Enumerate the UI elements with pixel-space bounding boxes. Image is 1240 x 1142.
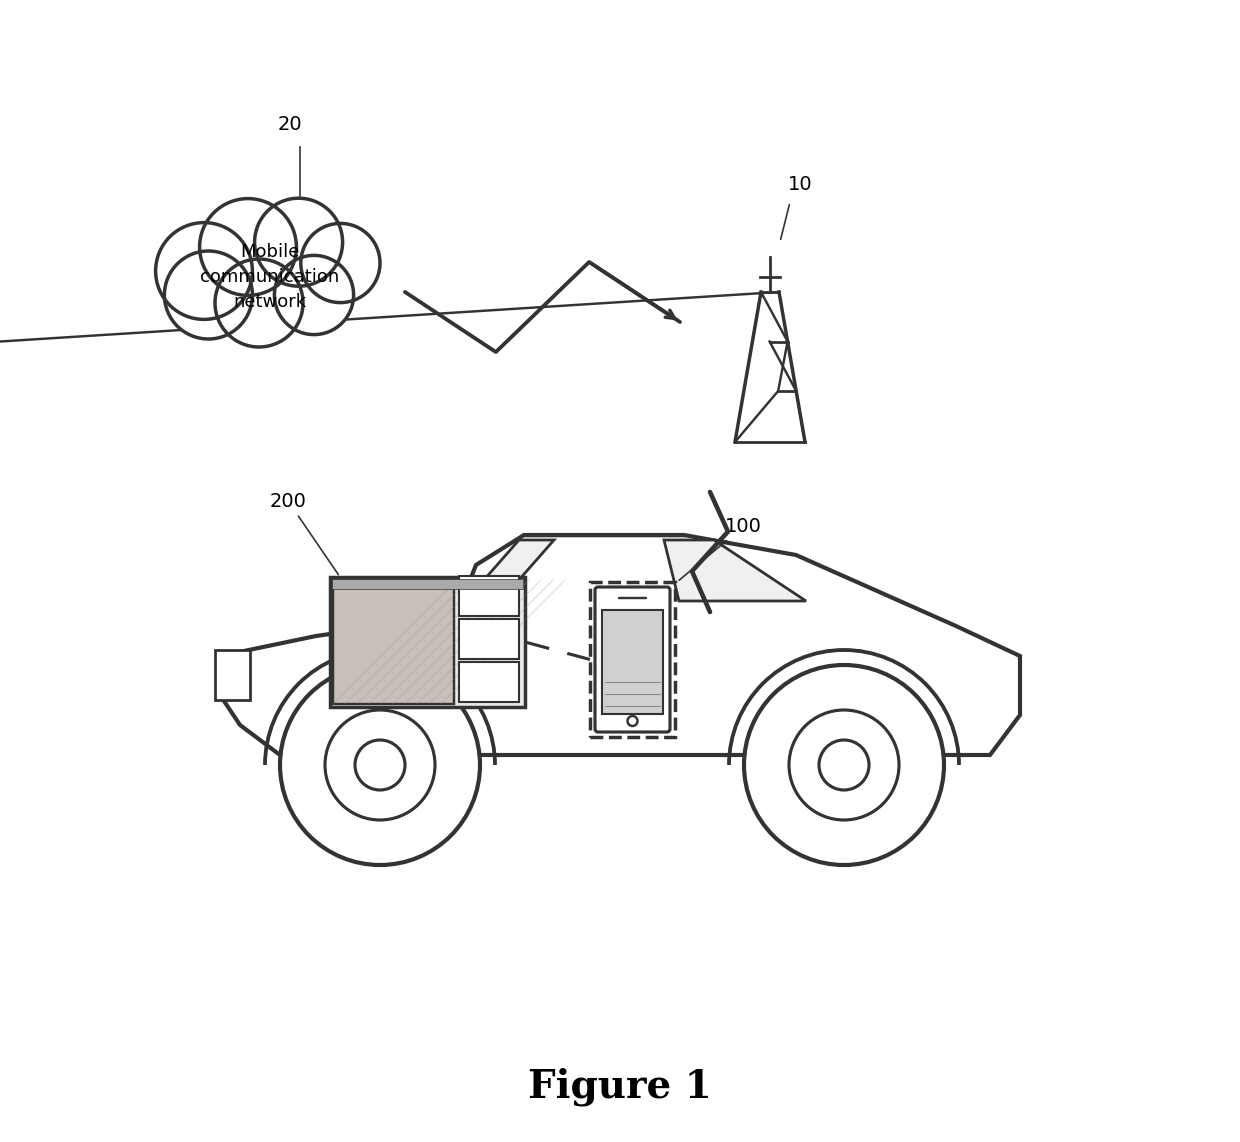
FancyBboxPatch shape — [459, 619, 520, 659]
Circle shape — [254, 199, 342, 287]
Circle shape — [215, 259, 303, 347]
Circle shape — [627, 716, 637, 726]
Circle shape — [301, 224, 379, 303]
Circle shape — [155, 223, 253, 320]
Circle shape — [274, 256, 353, 335]
Circle shape — [280, 665, 480, 864]
FancyBboxPatch shape — [334, 580, 454, 703]
Text: Mobile
communication
network: Mobile communication network — [201, 243, 340, 311]
FancyBboxPatch shape — [459, 662, 520, 702]
Polygon shape — [663, 540, 806, 601]
FancyBboxPatch shape — [459, 576, 520, 616]
Text: 20: 20 — [278, 115, 303, 134]
FancyBboxPatch shape — [332, 579, 523, 589]
FancyBboxPatch shape — [601, 610, 663, 714]
Circle shape — [165, 251, 253, 339]
Circle shape — [789, 710, 899, 820]
Circle shape — [355, 740, 405, 790]
Text: 10: 10 — [787, 175, 812, 194]
Text: 200: 200 — [270, 492, 339, 574]
Circle shape — [818, 740, 869, 790]
FancyBboxPatch shape — [330, 577, 525, 707]
Text: 100: 100 — [680, 517, 761, 580]
FancyBboxPatch shape — [215, 650, 250, 700]
FancyBboxPatch shape — [595, 587, 670, 732]
Circle shape — [200, 199, 296, 296]
Polygon shape — [219, 534, 1021, 755]
Text: Figure 1: Figure 1 — [528, 1068, 712, 1107]
Polygon shape — [461, 540, 554, 606]
Circle shape — [325, 710, 435, 820]
Circle shape — [744, 665, 944, 864]
